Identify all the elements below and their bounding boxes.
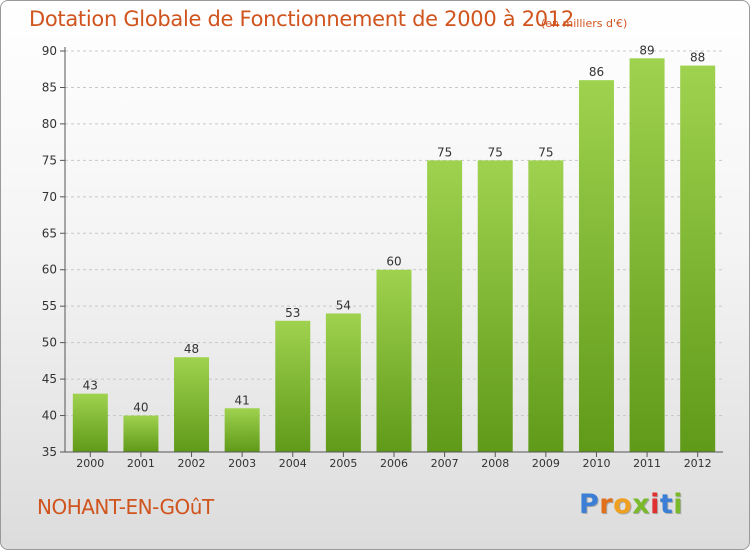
logo-letter: r: [599, 489, 614, 520]
data-label: 75: [488, 145, 503, 159]
bar-2005: [325, 313, 361, 452]
chart-title: Dotation Globale de Fonctionnement de 20…: [29, 7, 574, 31]
logo-letter: t: [659, 489, 674, 520]
data-label: 60: [386, 255, 401, 269]
chart-subtitle: (en milliers d'€): [541, 17, 628, 30]
y-tick-label: 80: [42, 117, 57, 131]
y-tick-label: 85: [42, 80, 57, 94]
logo-letter: i: [673, 489, 684, 520]
y-tick-label: 70: [42, 190, 57, 204]
x-tick-label: 2003: [228, 457, 256, 470]
x-tick-label: 2011: [633, 457, 661, 470]
logo-letter: i: [650, 489, 660, 520]
bar-2004: [275, 320, 311, 452]
data-label: 43: [83, 379, 98, 393]
bar-2010: [578, 80, 614, 452]
y-tick-label: 60: [42, 263, 57, 277]
y-tick-label: 55: [42, 299, 57, 313]
x-tick-label: 2012: [684, 457, 712, 470]
y-tick-label: 40: [42, 409, 57, 423]
bar-2001: [123, 415, 159, 452]
x-tick-label: 2008: [481, 457, 509, 470]
data-label: 75: [538, 145, 553, 159]
y-tick-label: 65: [42, 226, 57, 240]
data-label: 54: [336, 298, 351, 312]
x-tick-label: 2009: [532, 457, 560, 470]
data-label: 86: [589, 65, 604, 79]
data-label: 89: [639, 43, 654, 57]
bar-2009: [528, 160, 564, 452]
y-tick-label: 45: [42, 372, 57, 386]
x-tick-label: 2007: [431, 457, 459, 470]
bar-2003: [224, 408, 260, 452]
data-label: 41: [235, 393, 250, 407]
bar-2012: [680, 65, 716, 452]
data-label: 88: [690, 51, 705, 65]
data-label: 53: [285, 306, 300, 320]
bar-2006: [376, 269, 412, 452]
proxiti-logo[interactable]: Proxiti: [579, 489, 683, 520]
logo-letter: x: [632, 489, 651, 520]
data-label: 40: [133, 401, 148, 415]
data-label: 75: [437, 145, 452, 159]
logo-letter: o: [613, 489, 633, 520]
data-label: 48: [184, 342, 199, 356]
logo-letter: P: [579, 489, 600, 520]
y-tick-label: 50: [42, 336, 57, 350]
y-tick-label: 35: [42, 445, 57, 459]
bar-2007: [427, 160, 463, 452]
x-tick-label: 2006: [380, 457, 408, 470]
x-tick-label: 2000: [76, 457, 104, 470]
bar-2000: [72, 393, 108, 452]
commune-name: NOHANT-EN-GOûT: [37, 495, 214, 519]
x-tick-label: 2004: [279, 457, 307, 470]
bar-2008: [477, 160, 513, 452]
x-tick-label: 2005: [329, 457, 357, 470]
bar-2011: [629, 58, 665, 453]
x-tick-label: 2001: [127, 457, 155, 470]
x-tick-label: 2002: [178, 457, 206, 470]
y-tick-label: 90: [42, 44, 57, 58]
bar-2002: [174, 357, 210, 452]
y-tick-label: 75: [42, 153, 57, 167]
x-tick-label: 2010: [582, 457, 610, 470]
